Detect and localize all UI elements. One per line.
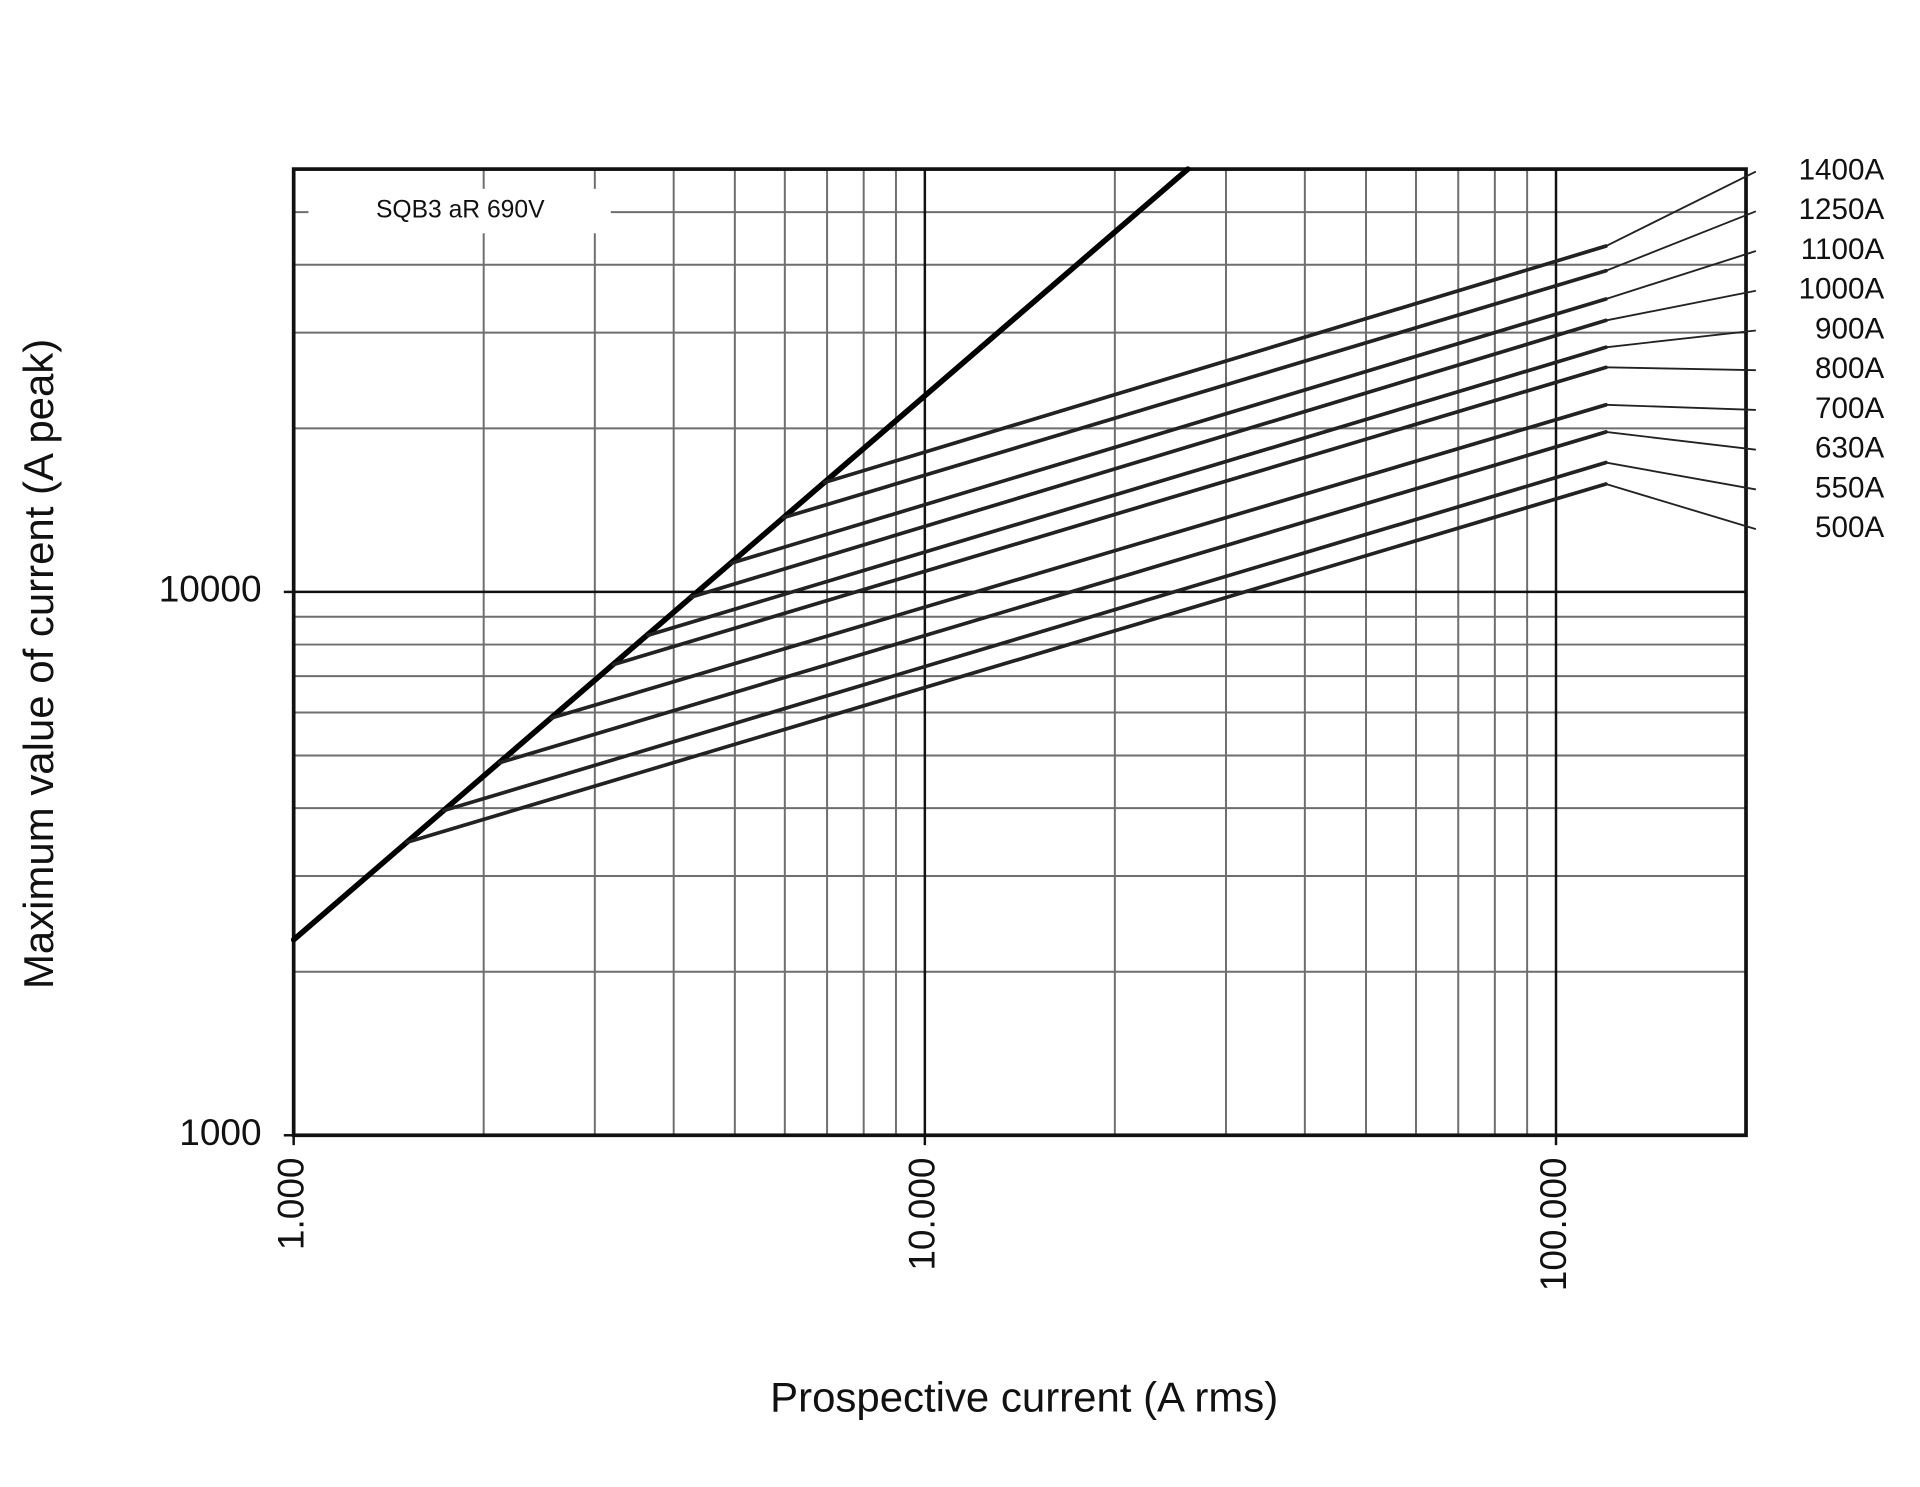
series-line [290,166,1191,943]
legend-label: 1250A [1799,193,1885,226]
series-line [549,402,1608,720]
series-line [497,430,1608,765]
annotation-box [308,188,611,234]
legend-leader [1605,403,1756,411]
legend-label: 700A [1815,392,1884,425]
x-tick-label: 1.000 [269,1157,311,1250]
legend-leader [1605,289,1757,322]
x-axis-title: Prospective current (A rms) [770,1374,1278,1421]
legend-leader [1605,210,1757,272]
y-tick-label: 1000 [179,1111,261,1153]
legend-leader [1605,430,1756,451]
series-line [822,244,1608,485]
legend-leader [1605,250,1757,300]
series-line [611,365,1608,667]
legend-label: 800A [1815,352,1884,385]
legend-leader [1605,483,1757,531]
legend-label: 1400A [1799,153,1885,186]
legend-leader [1605,461,1757,491]
plot-frame [291,167,1748,1138]
legend-label: 1100A [1801,233,1885,266]
legend-leader [1605,366,1756,372]
series-line [645,345,1608,638]
legend-label: 550A [1815,471,1884,504]
series-line [781,268,1608,520]
legend-label: 1000A [1799,273,1885,306]
y-tick-label: 10000 [159,568,262,610]
series-line [442,460,1608,813]
series-line [689,318,1608,599]
x-tick-label: 100.000 [1532,1157,1574,1291]
legend-leader [1605,329,1756,349]
series-line [404,482,1608,845]
legend-label: 630A [1815,432,1884,465]
legend-label: 900A [1815,312,1884,345]
series-line [729,297,1608,565]
legend-label: 500A [1815,511,1884,544]
annotation: SQB3 aR 690V [376,197,545,224]
x-tick-label: 10.000 [901,1157,943,1270]
legend-leader [1605,170,1757,247]
y-axis-title: Maximum value of current (A peak) [15,339,62,989]
